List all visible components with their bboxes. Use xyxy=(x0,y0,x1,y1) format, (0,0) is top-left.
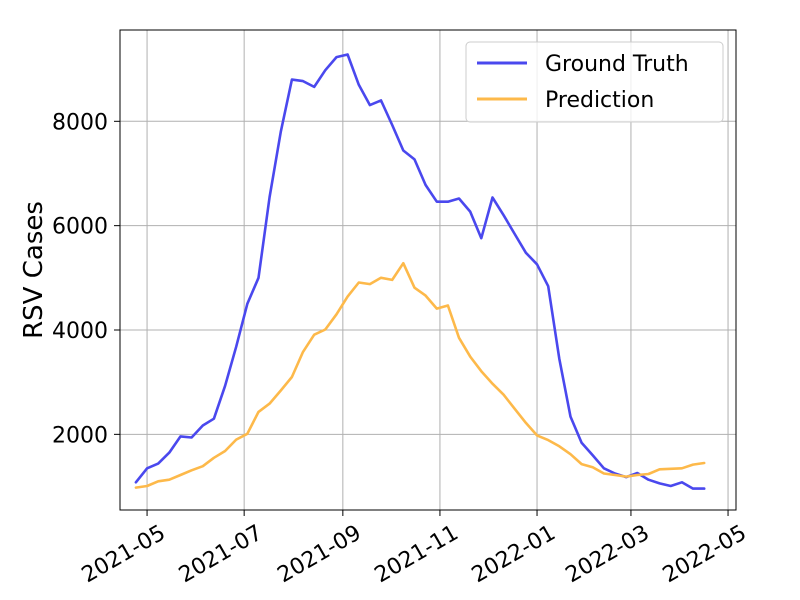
tick-layer: 2021-05 2021-07 2021-09 2021-11 2022-01 2022-… xyxy=(52,110,751,588)
x-tick-label: 2021-09 xyxy=(274,521,366,589)
y-tick-label: 2000 xyxy=(52,423,108,448)
legend-label-prediction: Prediction xyxy=(545,88,654,113)
legend-label-ground-truth: Ground Truth xyxy=(545,52,689,77)
y-tick-label: 6000 xyxy=(52,215,108,240)
series-line-ground-truth xyxy=(134,53,706,490)
series-line-prediction xyxy=(134,261,706,489)
x-tick-label: 2021-05 xyxy=(78,521,170,589)
x-tick-label: 2021-07 xyxy=(175,521,267,589)
y-tick-label: 4000 xyxy=(52,319,108,344)
y-tick-label: 8000 xyxy=(52,110,108,135)
x-tick-label: 2022-03 xyxy=(562,521,654,589)
series-layer xyxy=(134,53,706,490)
x-tick-label: 2022-01 xyxy=(468,521,560,589)
y-axis-label: RSV Cases xyxy=(19,201,49,339)
plot-frame xyxy=(119,29,737,511)
legend-box xyxy=(465,41,724,123)
x-tick-label: 2022-05 xyxy=(659,521,751,589)
x-tick-label: 2021-11 xyxy=(371,521,463,589)
legend: Ground Truth Prediction xyxy=(465,41,724,123)
